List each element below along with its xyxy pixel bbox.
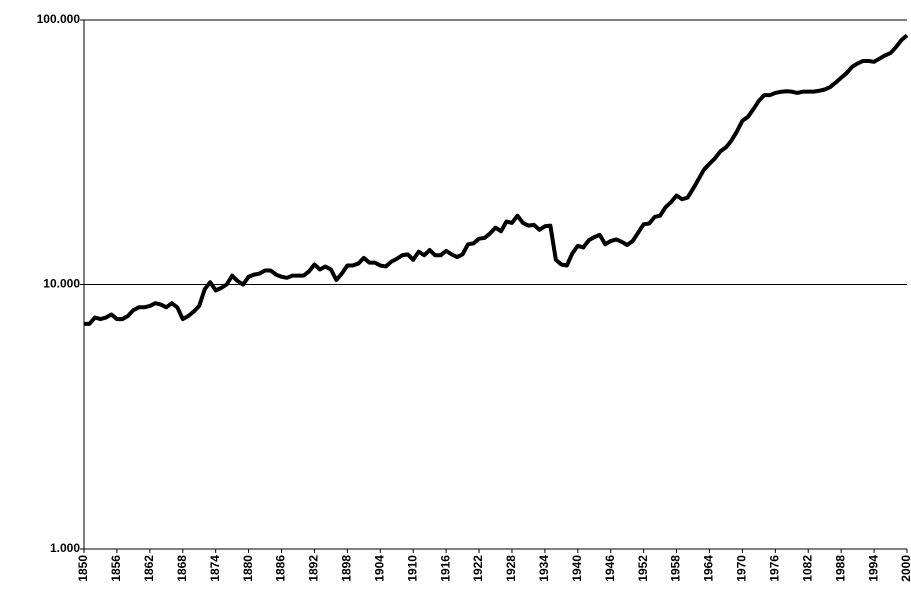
x-tick-label: 1928 xyxy=(504,555,518,582)
x-tick-label: 1868 xyxy=(175,555,189,582)
x-tick-label: 1994 xyxy=(866,555,880,582)
x-tick-label: 1910 xyxy=(405,555,419,582)
x-tick-label: 1958 xyxy=(669,555,683,582)
x-tick-label: 1946 xyxy=(603,555,617,582)
x-tick-label: 1874 xyxy=(208,555,222,582)
x-tick-label: 1940 xyxy=(570,555,584,582)
y-tick-label: 100.000 xyxy=(37,12,81,26)
y-tick-label: 10.000 xyxy=(43,277,80,291)
x-tick-label: 1850 xyxy=(76,555,90,582)
series-line xyxy=(84,33,909,326)
x-tick-label: 1880 xyxy=(241,555,255,582)
x-tick-label: 1904 xyxy=(372,555,386,582)
x-tick-label: 1916 xyxy=(438,555,452,582)
x-tick-label: 1934 xyxy=(537,555,551,582)
x-tick-label: 1898 xyxy=(340,555,354,582)
x-tick-label: 1082 xyxy=(800,555,814,582)
x-tick-label: 1970 xyxy=(735,555,749,582)
x-tick-label: 1856 xyxy=(109,555,123,582)
x-tick-label: 1922 xyxy=(471,555,485,582)
x-tick-label: 1862 xyxy=(142,555,156,582)
x-tick-label: 1886 xyxy=(274,555,288,582)
x-tick-label: 1964 xyxy=(702,555,716,582)
x-tick-label: 1892 xyxy=(307,555,321,582)
x-tick-label: 2000 xyxy=(899,555,911,582)
x-tick-label: 1952 xyxy=(636,555,650,582)
x-tick-label: 1988 xyxy=(833,555,847,582)
x-tick-label: 1976 xyxy=(767,555,781,582)
y-tick-label: 1.000 xyxy=(50,541,80,555)
